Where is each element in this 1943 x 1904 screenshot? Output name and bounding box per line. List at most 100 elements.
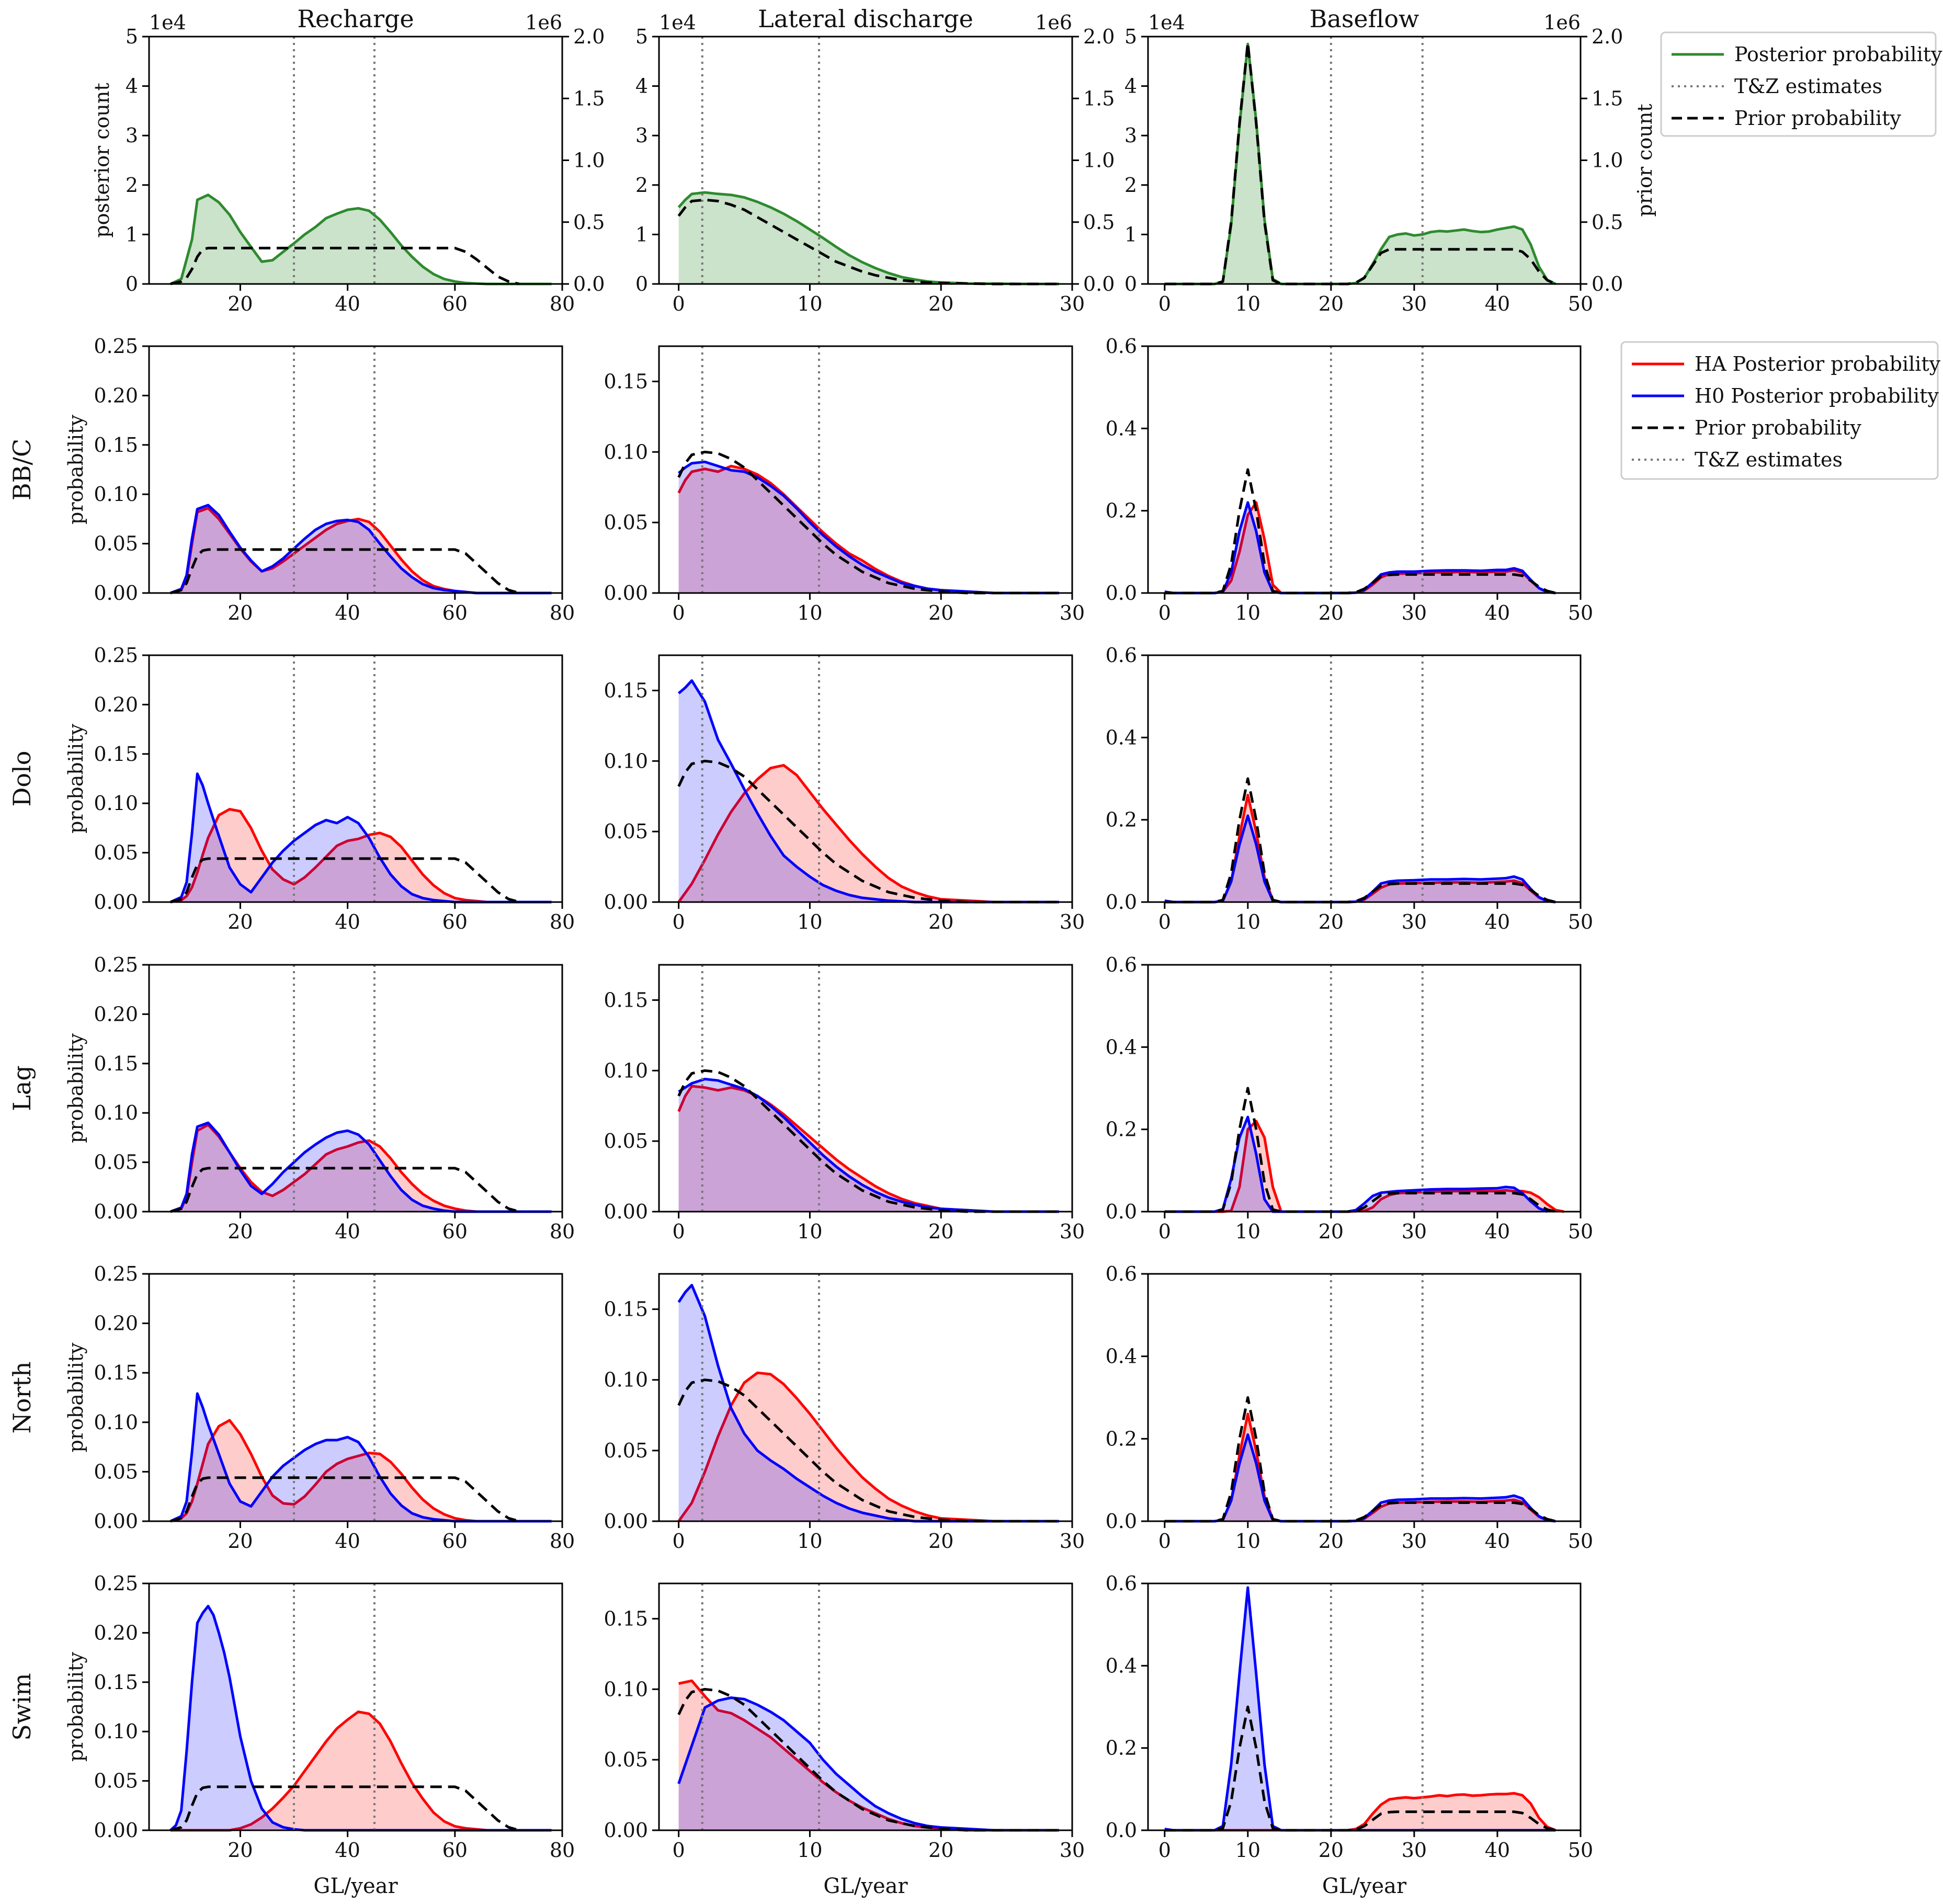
prior-line [1164, 468, 1556, 595]
h0-posterior-area [171, 1606, 552, 1830]
y-tick-label: 0.15 [94, 1052, 138, 1075]
x-tick-label: 40 [1485, 1530, 1510, 1553]
h0-posterior-line [1164, 1433, 1556, 1523]
x-tick-label: 40 [335, 1530, 360, 1553]
x-tick-label: 80 [550, 292, 575, 315]
axis-offset-left: 1e4 [1148, 11, 1185, 34]
row-label: Dolo [8, 751, 36, 807]
x-tick-label: 60 [442, 601, 468, 624]
x-tick-label: 10 [797, 1220, 822, 1243]
column-title: Lateral discharge [758, 5, 973, 33]
axis-offset-right: 1e6 [1543, 11, 1581, 34]
y-tick-label: 0.15 [94, 434, 138, 457]
y-tick-label: 0 [126, 272, 138, 295]
ha-posterior-area [171, 1712, 552, 1830]
axis-offset-right: 1e6 [1035, 11, 1072, 34]
y-tick-label: 0.4 [1106, 1345, 1137, 1368]
y-tick-label: 3 [1124, 124, 1137, 147]
y-tick-label: 0.15 [604, 679, 648, 702]
axes-frame [148, 654, 563, 903]
h0-posterior-line [677, 1696, 1059, 1832]
x-tick-label: 50 [1568, 601, 1593, 624]
ha-posterior-area [171, 809, 552, 902]
axis-offset-left: 1e4 [659, 11, 696, 34]
y2-tick-label: 2.0 [1083, 25, 1115, 48]
ha-posterior-area [678, 765, 1059, 902]
y-tick-label: 0.05 [604, 1439, 648, 1462]
x-tick-label: 40 [335, 601, 360, 624]
x-axis-label: GL/year [313, 1874, 398, 1898]
panel-r0-c1: 0 10 20 30 0 1 2 3 4 5 0.0 0.5 1.0 1.5 2.0 1e4 1e6 Latera… [635, 5, 1115, 315]
y-tick-label: 0.25 [94, 335, 138, 358]
ha-posterior-line [170, 1123, 552, 1213]
legend-label: Prior probability [1734, 107, 1901, 130]
x-tick-label: 30 [1060, 1220, 1085, 1243]
axis-offset-right: 1e6 [525, 11, 562, 34]
x-tick-label: 20 [228, 910, 253, 933]
y2-tick-label: 1.0 [1592, 149, 1623, 172]
y-axis-label: probability [64, 1033, 87, 1143]
ha-posterior-line [170, 1419, 552, 1523]
prior-line [170, 548, 520, 595]
y-tick-label: 0.10 [604, 440, 648, 463]
y-tick-label: 0.05 [604, 820, 648, 843]
y-tick-label: 0.15 [604, 988, 648, 1011]
h0-posterior-area [678, 1079, 1059, 1212]
y-tick-label: 0.25 [94, 953, 138, 976]
h0-posterior-area [1164, 815, 1556, 902]
y-tick-label: 0.10 [94, 1101, 138, 1124]
x-tick-label: 40 [1485, 1220, 1510, 1243]
row-label: BB/C [8, 439, 36, 500]
y2-tick-label: 2.0 [573, 25, 605, 48]
x-tick-label: 40 [335, 1839, 360, 1862]
x-tick-label: 80 [550, 1220, 575, 1243]
panel-r2-c0: 20 40 60 80 0.00 0.05 0.10 0.15 0.20 0.25 [94, 644, 575, 933]
x-tick-label: 30 [1402, 292, 1427, 315]
y-tick-label: 0.2 [1106, 1737, 1137, 1760]
y-axis-label-posterior: posterior count [90, 83, 113, 237]
x-tick-label: 30 [1402, 910, 1427, 933]
panel-r4-c2: 0 10 20 30 40 50 0.0 0.2 0.4 0.6 [1106, 1262, 1594, 1553]
y-tick-label: 0.0 [1106, 582, 1137, 605]
y-tick-label: 3 [635, 124, 648, 147]
y-tick-label: 0.05 [94, 1770, 138, 1793]
h0-posterior-area [678, 680, 1059, 902]
y-axis-label: probability [64, 1342, 87, 1452]
x-tick-label: 60 [442, 910, 468, 933]
y-tick-label: 0.20 [94, 1621, 138, 1644]
x-tick-label: 60 [442, 292, 468, 315]
panel-r0-c2: 0 10 20 30 40 50 0 1 2 3 4 5 0.0 0.5 1.0 1.5 2.0 1e4 1e6 Ba… [1124, 5, 1623, 315]
x-tick-label: 50 [1568, 1530, 1593, 1553]
x-tick-label: 0 [1158, 910, 1171, 933]
x-axis-label: GL/year [1322, 1874, 1407, 1898]
prior-line [1164, 1705, 1556, 1832]
y2-tick-label: 2.0 [1592, 25, 1623, 48]
y-tick-label: 0.00 [604, 582, 648, 605]
y-axis-label: probability [64, 724, 87, 834]
y-tick-label: 0.2 [1106, 1427, 1137, 1450]
prior-line [170, 1167, 520, 1213]
h0-posterior-line [169, 772, 552, 904]
legend-label: H0 Posterior probability [1695, 384, 1939, 407]
x-tick-label: 20 [228, 1530, 253, 1553]
x-tick-label: 20 [1319, 601, 1344, 624]
panel-r5-c0: 20 40 60 80 0.00 0.05 0.10 0.15 0.20 0.25 [94, 1572, 575, 1862]
x-tick-label: 0 [673, 1220, 685, 1243]
ha-posterior-area [678, 1373, 1059, 1521]
ha-posterior-line [171, 1710, 552, 1832]
prior-line [170, 1785, 520, 1832]
x-axis-label: GL/year [823, 1874, 908, 1898]
x-tick-label: 20 [228, 1839, 253, 1862]
y-tick-label: 0.2 [1106, 499, 1137, 522]
posterior-area [1164, 44, 1556, 284]
y-tick-label: 0.10 [94, 792, 138, 815]
y-tick-label: 4 [635, 75, 648, 98]
panel-r0-c0: 20 40 60 80 0 1 2 3 4 5 0.0 0.5 1.0 1.5 2.0 1e4 1e6 Recha… [126, 5, 605, 315]
y-tick-label: 0.2 [1106, 808, 1137, 831]
y-tick-label: 0.25 [94, 1262, 138, 1285]
y2-tick-label: 1.0 [573, 149, 605, 172]
y-tick-label: 0.6 [1106, 644, 1137, 667]
panel-r3-c2: 0 10 20 30 40 50 0.0 0.2 0.4 0.6 [1106, 953, 1594, 1243]
ha-posterior-area [678, 1086, 1059, 1212]
panel-r2-c1: 0 10 20 30 0.00 0.05 0.10 0.15 [604, 654, 1085, 933]
